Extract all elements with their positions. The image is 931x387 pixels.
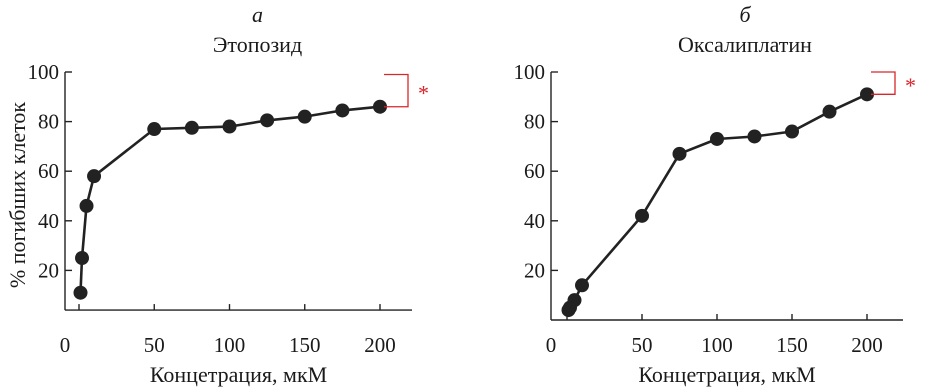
panel-title: Этопозид	[213, 32, 302, 57]
y-tick-label: 60	[524, 159, 545, 183]
y-tick-label: 100	[514, 60, 546, 84]
y-tick-label: 20	[38, 258, 59, 282]
x-tick-label: 50	[632, 333, 653, 357]
x-tick-label: 50	[144, 333, 165, 357]
y-tick-label: 60	[38, 159, 59, 183]
chart-panel-b: б Оксалиплатин 20 40 60 80 100 0 50 100 150 200 Конц…	[514, 2, 917, 387]
data-point	[373, 99, 387, 114]
y-axis-title: % погибших клеток	[5, 102, 30, 289]
data-point	[260, 113, 275, 128]
x-tick-label: 100	[701, 333, 733, 357]
x-tick-label: 200	[851, 333, 883, 357]
significance-star: *	[905, 73, 916, 98]
x-tick-label: 100	[214, 333, 246, 357]
panel-letter: б	[739, 2, 751, 27]
significance-bracket	[871, 71, 896, 95]
data-point	[73, 285, 88, 300]
series-line	[567, 93, 868, 311]
y-tick-label: 80	[38, 110, 59, 134]
data-point	[147, 122, 162, 137]
x-tick-label: 200	[364, 333, 396, 357]
y-tick-label: 40	[38, 209, 59, 233]
data-point	[710, 131, 724, 146]
data-point	[822, 104, 837, 119]
chart-panel-a: а Этопозид 20 40 60 80 100 0 50 100 150 200 Концетра…	[28, 2, 430, 387]
data-point	[575, 278, 589, 293]
series-line	[79, 105, 381, 293]
x-axis-title: Концетрация, мкМ	[150, 362, 327, 387]
data-point	[75, 251, 90, 265]
panel-title: Оксалиплатин	[678, 32, 812, 57]
panel-letter: а	[252, 2, 263, 27]
data-point	[747, 129, 762, 144]
significance-bracket	[384, 73, 409, 108]
y-tick-label: 40	[524, 209, 545, 233]
data-point	[184, 120, 199, 135]
data-point	[335, 103, 350, 118]
significance-star: *	[418, 81, 429, 106]
data-point	[672, 146, 687, 161]
y-tick-label: 100	[28, 60, 60, 84]
x-tick-label: 0	[546, 333, 557, 357]
data-point	[79, 198, 94, 213]
x-tick-label: 0	[60, 333, 71, 357]
data-point	[567, 293, 582, 308]
data-point	[297, 109, 312, 124]
data-point	[860, 87, 874, 102]
y-tick-label: 20	[524, 258, 545, 282]
data-point	[785, 124, 799, 139]
x-tick-label: 150	[776, 333, 808, 357]
y-tick-label: 80	[524, 110, 545, 134]
data-point	[87, 169, 102, 184]
x-tick-label: 150	[289, 333, 321, 357]
data-point	[635, 208, 649, 223]
data-point	[222, 119, 237, 134]
x-axis-title: Концетрация, мкМ	[638, 362, 815, 387]
